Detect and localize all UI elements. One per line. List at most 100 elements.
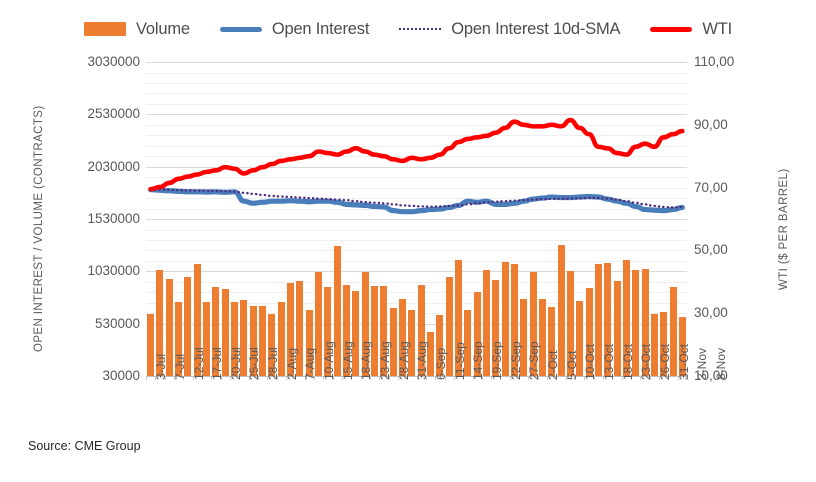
x-axis-tick xyxy=(379,376,381,380)
gridline-minor xyxy=(146,93,687,95)
x-axis-tick xyxy=(351,376,353,380)
gridline-minor xyxy=(146,250,687,252)
x-axis-tick xyxy=(528,376,530,380)
gridline-top xyxy=(146,62,687,63)
y-axis-left-tick-label: 3030000 xyxy=(87,54,140,69)
x-axis-tick-label: 31-Oct xyxy=(676,343,691,380)
y-axis-right-tick-label: 70,00 xyxy=(694,179,728,195)
x-axis-tick-label: 18-Oct xyxy=(620,343,635,380)
gridline-minor xyxy=(146,145,687,147)
volume-bar xyxy=(454,259,462,376)
volume-bar xyxy=(324,287,332,376)
gridline-minor xyxy=(146,292,687,294)
x-axis-tick-label: 3-Jul xyxy=(154,353,169,380)
volume-bar xyxy=(566,271,574,376)
x-axis-tick xyxy=(547,376,549,380)
legend-volume-swatch xyxy=(84,22,126,36)
gridline-minor xyxy=(146,198,687,200)
gridline-major xyxy=(146,323,687,325)
chart-legend: Volume Open Interest Open Interest 10d-SMA… xyxy=(0,14,816,44)
gridline-minor xyxy=(146,72,687,74)
x-axis-tick xyxy=(491,376,493,380)
x-axis-tick xyxy=(360,376,362,380)
x-axis-tick xyxy=(565,376,567,380)
x-axis-tick-label: 12-Jul xyxy=(191,347,206,380)
gridline-minor xyxy=(146,260,687,262)
x-axis-tick xyxy=(313,376,315,380)
volume-bar xyxy=(417,284,425,376)
y-axis-right-tick-label: 110,00 xyxy=(694,54,735,69)
y-axis-right-tick-label: 10,00 xyxy=(694,368,728,383)
x-axis-tick xyxy=(453,376,455,380)
legend-wti-label: WTI xyxy=(702,19,732,38)
source-note: Source: CME Group xyxy=(28,439,141,453)
gridline-major xyxy=(146,114,687,116)
x-axis-tick xyxy=(397,376,399,380)
x-axis-tick-label: 13-Oct xyxy=(601,343,616,380)
x-axis-tick-label: 15-Aug xyxy=(340,341,355,380)
volume-bar xyxy=(473,292,481,376)
x-axis-tick-label: 28-Aug xyxy=(396,341,411,380)
x-axis-tick xyxy=(640,376,642,380)
gridline-minor xyxy=(146,355,687,357)
volume-bar xyxy=(445,276,453,376)
x-axis-tick-label: 19-Sep xyxy=(490,341,504,380)
volume-bar xyxy=(594,264,602,376)
y-axis-left-tick-label: 1530000 xyxy=(87,211,140,226)
volume-bar xyxy=(147,314,155,376)
volume-bar xyxy=(221,289,229,376)
gridline-minor xyxy=(146,229,687,231)
x-axis-tick xyxy=(323,376,325,380)
gridline-minor xyxy=(146,177,687,179)
x-axis-tick-label: 11-Sep xyxy=(452,342,467,380)
x-axis-labels: 3-Jul 7-Jul 12-Jul 17-Jul 20-Jul 25-Jul 28-Jul… xyxy=(146,341,728,440)
legend-open-interest-sma[interactable]: Open Interest 10d-SMA xyxy=(399,20,621,39)
x-axis-tick-label: 6-Sep xyxy=(434,347,448,380)
x-axis-tick xyxy=(603,376,605,380)
x-axis-tick-label: 7-Aug xyxy=(303,347,318,380)
x-axis-tick xyxy=(416,376,418,380)
gridline-minor xyxy=(146,239,687,241)
y-axis-left-ticks: 3030000 2530000 2030000 1530000 1030000 53000… xyxy=(46,55,140,382)
gridline-minor xyxy=(146,82,687,84)
volume-bar xyxy=(212,287,220,376)
volume-bar xyxy=(184,276,192,376)
x-axis-tick xyxy=(444,376,446,380)
volume-bar xyxy=(501,261,509,376)
volume-bar xyxy=(343,284,351,376)
volume-bar xyxy=(585,288,593,376)
y-axis-left-tick-label: 1030000 xyxy=(87,263,140,279)
volume-bar xyxy=(538,298,546,376)
legend-open-interest[interactable]: Open Interest xyxy=(219,20,369,39)
volume-bar xyxy=(613,280,621,376)
x-axis-ticks xyxy=(146,376,688,381)
x-axis-tick xyxy=(612,376,614,380)
x-axis-tick-label: 8-Nov xyxy=(713,347,728,380)
x-axis-tick xyxy=(146,376,147,380)
x-axis-tick xyxy=(257,376,259,380)
volume-bar xyxy=(333,246,341,376)
x-axis-tick xyxy=(481,376,483,380)
y-axis-left-tick-label: 30000 xyxy=(102,368,140,383)
volume-bar xyxy=(669,287,677,376)
legend-volume[interactable]: Volume xyxy=(84,20,190,39)
volume-bar xyxy=(277,301,285,376)
x-axis-tick xyxy=(649,376,651,380)
y-axis-right-title: WTI ($ PER BARREL) xyxy=(778,168,790,290)
volume-bar xyxy=(408,310,416,376)
volume-bar xyxy=(529,272,537,376)
x-axis-tick-label: 7-Jul xyxy=(172,353,187,380)
volume-bar xyxy=(231,301,239,376)
volume-bar xyxy=(520,298,528,376)
legend-wti[interactable]: WTI xyxy=(650,20,732,39)
x-axis-tick-label: 20-Jul xyxy=(228,347,243,380)
x-axis-tick xyxy=(659,376,660,380)
volume-bar xyxy=(240,299,248,376)
volume-bar xyxy=(156,270,164,376)
gridline-minor xyxy=(146,302,687,304)
x-axis-tick-label: 31-Aug xyxy=(415,341,430,380)
x-axis-tick xyxy=(472,376,474,380)
series-line-open-interest-10d-sma xyxy=(149,188,684,209)
volume-bar xyxy=(660,312,668,376)
